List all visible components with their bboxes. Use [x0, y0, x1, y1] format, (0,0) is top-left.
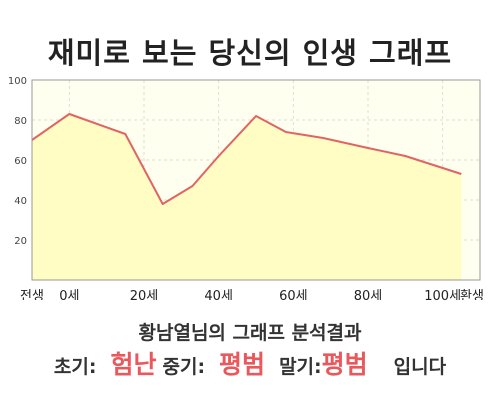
y-tick-label: 100	[8, 76, 27, 87]
x-tick-label: 60세	[279, 289, 308, 300]
x-tick-label: 100세	[424, 289, 461, 300]
verdict-suffix: 입니다	[393, 356, 447, 378]
y-tick-label: 80	[14, 116, 27, 127]
x-tick-label: 환생	[460, 289, 484, 300]
late-label: 말기:	[279, 356, 322, 378]
x-tick-label: 40세	[204, 289, 233, 300]
late-value: 평범	[321, 350, 368, 379]
early-label: 초기:	[53, 356, 97, 378]
series-line	[31, 113, 462, 205]
middle-label: 중기:	[162, 356, 206, 378]
page-title: 재미로 보는 당신의 인생 그래프	[47, 36, 453, 70]
plot-border	[31, 79, 481, 281]
analysis-heading: 황남열님의 그래프 분석결과	[138, 322, 362, 344]
y-axis-tick-labels: 20 40 60 80 100	[8, 76, 27, 247]
x-tick-label: 20세	[130, 289, 159, 300]
x-tick-label: 전생	[20, 289, 44, 300]
analysis-verdict: 초기: 험난 중기: 평범 말기:평범 입니다	[0, 345, 500, 381]
y-tick-label: 60	[14, 156, 27, 167]
y-tick-label: 40	[14, 196, 27, 207]
area-fill	[32, 114, 462, 280]
x-tick-label: 0세	[59, 289, 79, 300]
y-tick-label: 20	[14, 236, 27, 247]
middle-value: 평범	[219, 350, 266, 379]
early-value: 험난	[110, 350, 157, 379]
x-tick-label: 80세	[354, 289, 383, 300]
